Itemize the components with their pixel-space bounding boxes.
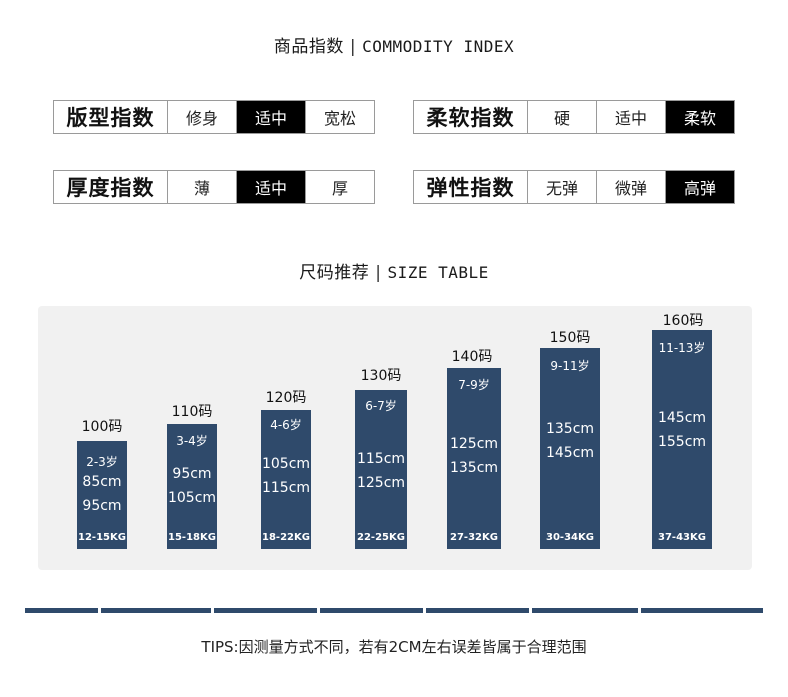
size-age: 4-6岁 — [270, 418, 302, 432]
size-bar: 6-7岁 115cm 125cm 22-25KG — [355, 390, 407, 549]
index-row-thickness: 厚度指数 薄 适中 厚 — [53, 170, 375, 204]
bottom-divider — [25, 608, 768, 613]
size-height-max: 105cm — [167, 490, 217, 506]
size-code: 120码 — [265, 390, 307, 406]
size-code: 140码 — [451, 349, 493, 365]
size-age: 7-9岁 — [458, 378, 490, 392]
size-age: 2-3岁 — [86, 455, 118, 469]
index-option-active: 柔软 — [666, 101, 734, 133]
size-age: 9-11岁 — [550, 359, 590, 373]
index-row-elasticity: 弹性指数 无弹 微弹 高弹 — [413, 170, 735, 204]
size-height-min: 145cm — [657, 410, 707, 426]
size-height-min: 135cm — [545, 421, 595, 437]
size-height-min: 95cm — [172, 466, 212, 482]
size-height-min: 125cm — [449, 436, 499, 452]
title-separator: | — [349, 37, 357, 57]
index-option: 厚 — [331, 179, 348, 198]
size-code: 130码 — [360, 368, 402, 384]
size-bar: 2-3岁 85cm 95cm 12-15KG — [77, 441, 127, 549]
size-height-max: 135cm — [449, 460, 499, 476]
size-code: 150码 — [549, 330, 591, 346]
size-height-max: 145cm — [545, 445, 595, 461]
size-weight: 15-18KG — [168, 532, 216, 543]
size-weight: 27-32KG — [450, 532, 498, 543]
index-option: 无弹 — [528, 171, 597, 203]
index-option: 硬 — [528, 101, 597, 133]
size-height-min: 85cm — [82, 474, 122, 490]
index-option: 修身 — [168, 101, 237, 133]
commodity-index-title: 商品指数 | COMMODITY INDEX — [0, 32, 788, 57]
size-code: 160码 — [662, 313, 704, 329]
size-height-min: 115cm — [356, 451, 406, 467]
size-weight: 30-34KG — [546, 532, 594, 543]
size-height-max: 125cm — [356, 475, 406, 491]
size-age: 6-7岁 — [365, 399, 397, 413]
size-weight: 22-25KG — [357, 532, 405, 543]
size-bar: 11-13岁 145cm 155cm 37-43KG — [652, 330, 712, 549]
index-option-active: 适中 — [237, 171, 306, 203]
index-option-active: 高弹 — [666, 171, 734, 203]
index-label: 厚度指数 — [54, 171, 168, 203]
size-code: 110码 — [171, 404, 213, 420]
size-weight: 18-22KG — [262, 532, 310, 543]
title-separator: | — [375, 263, 382, 283]
index-label: 弹性指数 — [414, 171, 528, 203]
index-label: 柔软指数 — [414, 101, 528, 133]
index-option: 微弹 — [597, 171, 666, 203]
size-code: 100码 — [81, 419, 123, 435]
index-option: 适中 — [597, 101, 666, 133]
size-height-min: 105cm — [261, 456, 311, 472]
index-row-fit: 版型指数 修身 适中 宽松 — [53, 100, 375, 134]
size-bar: 9-11岁 135cm 145cm 30-34KG — [540, 348, 600, 549]
size-table-title: 尺码推荐 | SIZE TABLE — [0, 258, 788, 283]
size-bar: 7-9岁 125cm 135cm 27-32KG — [447, 368, 501, 549]
commodity-title-cn: 商品指数 — [273, 37, 344, 57]
size-title-cn: 尺码推荐 — [299, 263, 370, 283]
size-age: 11-13岁 — [658, 341, 706, 355]
index-label: 版型指数 — [54, 101, 168, 133]
size-height-max: 115cm — [261, 480, 311, 496]
size-title-en: SIZE TABLE — [387, 263, 489, 282]
index-option: 薄 — [168, 171, 237, 203]
index-option: 宽松 — [323, 109, 356, 128]
size-weight: 37-43KG — [658, 532, 706, 543]
tips-text: TIPS:因测量方式不同，若有2CM左右误差皆属于合理范围 — [201, 638, 587, 656]
size-age: 3-4岁 — [176, 434, 208, 448]
commodity-title-en: COMMODITY INDEX — [362, 37, 515, 56]
size-height-max: 155cm — [657, 434, 707, 450]
index-option-active: 适中 — [237, 101, 306, 133]
size-bar: 4-6岁 105cm 115cm 18-22KG — [261, 410, 311, 549]
size-weight: 12-15KG — [78, 532, 126, 543]
index-row-softness: 柔软指数 硬 适中 柔软 — [413, 100, 735, 134]
size-bar: 3-4岁 95cm 105cm 15-18KG — [167, 424, 217, 549]
size-height-max: 95cm — [82, 498, 122, 514]
